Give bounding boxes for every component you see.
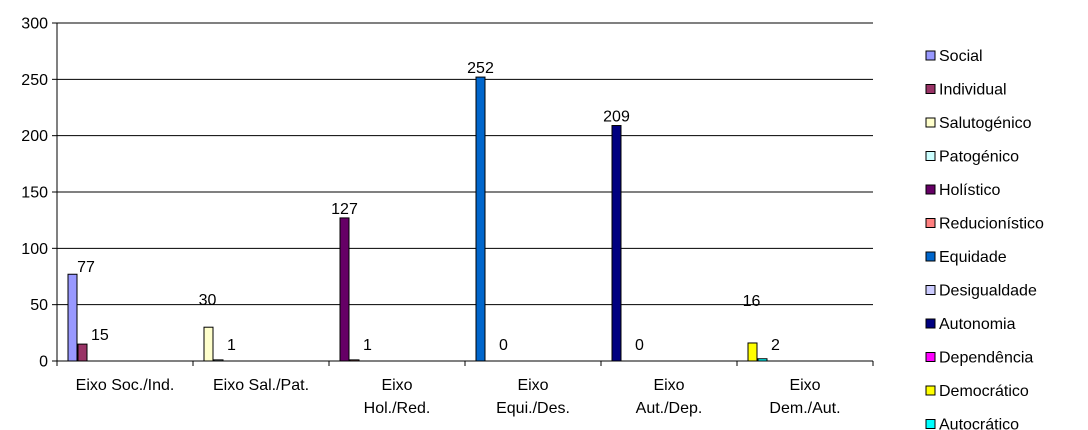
bar-individual [77, 343, 88, 362]
legend-label: Salutogénico [939, 115, 1032, 132]
legend-item: Equidade [925, 249, 1007, 266]
legend-item: Dependência [925, 350, 1033, 367]
x-tick-label: Eixo Equi./Des. [496, 377, 570, 417]
legend-swatch [925, 318, 936, 329]
legend-swatch [925, 151, 936, 161]
bars [67, 76, 768, 362]
x-tick-label-line: Hol./Red. [364, 400, 431, 417]
y-tick-label: 300 [21, 16, 48, 33]
data-label: 2 [771, 337, 780, 354]
data-label: 15 [91, 327, 109, 344]
legend-label: Equidade [939, 249, 1007, 266]
x-tick-label: Eixo Soc./Ind. [76, 377, 175, 394]
y-tick-label: 50 [30, 297, 48, 314]
y-tick-label: 100 [21, 241, 48, 258]
legend-item: Social [925, 48, 983, 65]
data-label: 1 [227, 337, 236, 354]
data-label: 77 [77, 259, 95, 276]
x-tick-label: Eixo Sal./Pat. [213, 377, 309, 394]
legend-item: Reducionístico [925, 216, 1044, 233]
legend-swatch [925, 117, 936, 128]
x-tick-label-line: Eixo [381, 377, 412, 394]
x-tick-label: Eixo Dem./Aut. [769, 377, 840, 417]
x-tick-label-line: Eixo [789, 377, 820, 394]
legend-item: Autocrático [925, 417, 1019, 430]
legend-label: Social [939, 48, 983, 65]
legend-item: Individual [925, 82, 1007, 99]
data-label: 0 [499, 337, 508, 354]
legend-label: Autonomia [939, 316, 1016, 333]
x-tick-label-line: Eixo Soc./Ind. [76, 377, 175, 394]
legend-item: Democrático [925, 383, 1029, 400]
legend: Social Individual Salutogénico Patogénico Ho… [925, 48, 1044, 430]
grid-lines [57, 22, 873, 306]
legend-swatch [925, 218, 936, 228]
y-tick-label: 150 [21, 185, 48, 202]
legend-label: Reducionístico [939, 216, 1044, 233]
x-tick-label-line: Eixo [517, 377, 548, 394]
y-tick-label: 200 [21, 128, 48, 145]
data-label: 30 [199, 292, 217, 309]
x-tick-label: Eixo Hol./Red. [364, 377, 431, 417]
legend-swatch [925, 50, 936, 61]
bar-holístico [339, 217, 350, 362]
legend-item: Holístico [925, 182, 1000, 199]
x-tick-label-line: Dem./Aut. [769, 400, 840, 417]
legend-swatch [925, 419, 936, 429]
legend-label: Dependência [939, 350, 1033, 367]
data-label: 209 [603, 109, 630, 126]
bar-reducionístico [349, 359, 360, 362]
legend-label: Patogénico [939, 149, 1019, 166]
data-label: 1 [363, 337, 372, 354]
bar-democrático [747, 342, 758, 362]
legend-item: Autonomia [925, 316, 1016, 333]
legend-label: Holístico [939, 182, 1000, 199]
x-tick-label: Eixo Aut./Dep. [636, 377, 703, 417]
data-label: 16 [743, 293, 761, 310]
data-label: 0 [635, 337, 644, 354]
x-axis: Eixo Soc./Ind. Eixo Sal./Pat. Eixo Hol./Red… [56, 360, 874, 417]
x-tick-label-line: Equi./Des. [496, 400, 570, 417]
bar-autonomia [611, 125, 622, 362]
y-tick-label: 0 [39, 354, 48, 371]
bar-autocrático [757, 358, 768, 362]
x-tick-label-line: Aut./Dep. [636, 400, 703, 417]
legend-item: Desigualdade [925, 283, 1037, 300]
data-label: 252 [467, 60, 494, 77]
bar-social [67, 273, 78, 362]
legend-swatch [925, 385, 936, 396]
bar-equidade [475, 76, 486, 362]
legend-swatch [925, 184, 936, 195]
x-tick-label-line: Eixo [653, 377, 684, 394]
data-labels: 77 15 30 1 127 1 252 0 209 0 16 2 [77, 60, 780, 354]
legend-swatch [925, 352, 936, 362]
legend-swatch [925, 251, 936, 262]
data-label: 127 [331, 201, 358, 218]
legend-swatch [925, 84, 936, 94]
bar-patogénico [213, 359, 224, 362]
x-tick-label-line: Eixo Sal./Pat. [213, 377, 309, 394]
legend-item: Patogénico [925, 149, 1019, 166]
legend-label: Individual [939, 82, 1007, 99]
legend-label: Democrático [939, 383, 1029, 400]
legend-label: Autocrático [939, 417, 1019, 430]
legend-label: Desigualdade [939, 283, 1037, 300]
y-axis: 0 50 100 150 200 250 300 [21, 16, 58, 371]
legend-item: Salutogénico [925, 115, 1032, 132]
y-tick-label: 250 [21, 72, 48, 89]
legend-swatch [925, 285, 936, 295]
bar-salutogénico [203, 326, 214, 362]
